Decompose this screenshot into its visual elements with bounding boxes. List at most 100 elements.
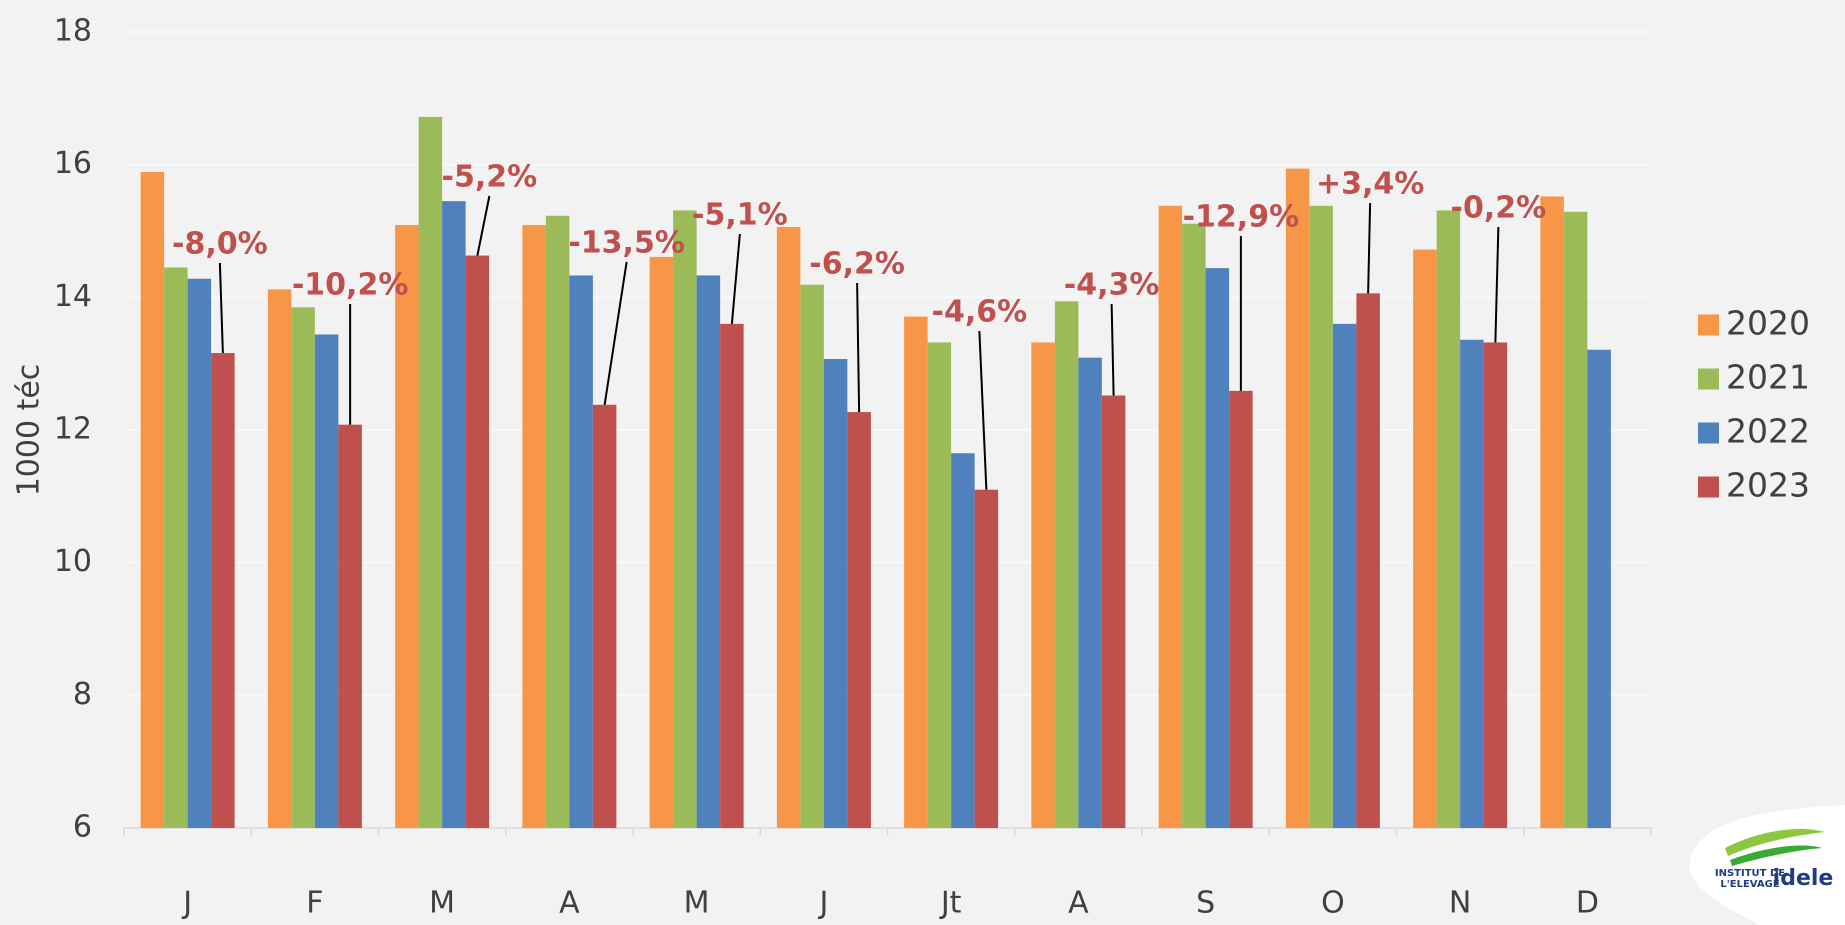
y-tick-label: 10 <box>54 544 92 579</box>
bar <box>569 275 593 828</box>
change-label: -5,1% <box>692 198 788 233</box>
x-tick-label: D <box>1576 886 1599 921</box>
bar <box>904 316 928 828</box>
bar <box>1158 205 1183 828</box>
bar <box>1031 342 1055 828</box>
leader-line <box>856 282 861 413</box>
legend-label: 2021 <box>1726 358 1810 397</box>
change-label: -4,6% <box>932 295 1028 330</box>
bar <box>847 412 871 828</box>
bar <box>1460 339 1484 828</box>
bar <box>1587 349 1611 828</box>
x-tick-label: Jt <box>939 886 962 921</box>
bar <box>1436 210 1461 829</box>
bar <box>1229 390 1253 828</box>
x-tick-label: O <box>1321 886 1345 921</box>
bar <box>545 215 570 828</box>
y-tick-label: 12 <box>54 412 92 447</box>
bar <box>1205 268 1230 828</box>
x-tick-label: J <box>181 886 192 921</box>
bar <box>823 359 848 828</box>
x-tick-label: S <box>1196 886 1215 921</box>
bar <box>1101 395 1126 828</box>
bar <box>522 225 546 828</box>
change-label: -6,2% <box>809 247 905 282</box>
bar <box>1309 205 1333 828</box>
bar <box>1054 301 1079 828</box>
bar <box>211 353 235 828</box>
bar <box>1540 196 1564 829</box>
logo-brand: idele <box>1773 866 1834 891</box>
leader-line <box>1367 202 1372 294</box>
y-tick-label: 16 <box>54 146 92 181</box>
y-tick-label: 8 <box>73 677 92 712</box>
leader-line <box>730 233 741 324</box>
bar <box>1332 323 1357 828</box>
logo-shape <box>1689 805 1845 925</box>
bar <box>140 171 165 829</box>
bar <box>1356 293 1380 828</box>
legend-swatch <box>1698 314 1719 336</box>
y-axis-label: 1000 téc <box>12 364 47 497</box>
bar <box>927 342 952 828</box>
legend-label: 2020 <box>1726 304 1810 343</box>
logo-swoosh <box>1730 845 1822 866</box>
legend-swatch <box>1698 422 1719 444</box>
change-label: +3,4% <box>1316 167 1424 202</box>
bar <box>1182 223 1206 828</box>
logo-swoosh <box>1725 828 1825 856</box>
bar <box>776 227 801 828</box>
legend-label: 2023 <box>1726 466 1810 505</box>
bar <box>1563 211 1588 829</box>
y-tick-label: 14 <box>54 279 92 314</box>
bar <box>291 307 315 828</box>
logo-text: L'ELEVAGE <box>1720 879 1779 890</box>
change-label: -0,2% <box>1451 191 1547 226</box>
leader-line <box>1110 303 1115 396</box>
leader-line <box>1494 226 1500 343</box>
bar <box>338 424 362 828</box>
bar <box>1483 342 1508 828</box>
y-tick-label: 18 <box>54 14 92 49</box>
change-label: -13,5% <box>568 226 685 261</box>
bar <box>164 267 188 828</box>
change-label: -8,0% <box>172 227 268 262</box>
x-tick-label: A <box>1068 886 1089 921</box>
bar <box>1285 168 1310 828</box>
bar <box>696 275 721 828</box>
bar <box>974 489 999 828</box>
bar <box>267 289 292 829</box>
leader-line <box>603 261 628 405</box>
logo: INSTITUT DE L'ELEVAGE idele <box>1689 805 1845 925</box>
change-label: -5,2% <box>442 160 538 195</box>
bar <box>395 225 419 828</box>
bar <box>314 334 339 828</box>
bar <box>187 278 212 828</box>
bar <box>951 453 975 828</box>
bar <box>800 284 824 829</box>
legend-swatch <box>1698 368 1719 390</box>
change-label: -10,2% <box>292 268 409 303</box>
bar <box>673 210 697 829</box>
bar <box>465 255 490 828</box>
bar <box>720 323 744 828</box>
bar <box>1078 357 1102 828</box>
legend-label: 2022 <box>1726 412 1810 451</box>
change-label: -12,9% <box>1183 200 1300 235</box>
logo-text: INSTITUT DE <box>1715 868 1785 879</box>
change-label: -4,3% <box>1064 268 1160 303</box>
legend-swatch <box>1698 476 1719 498</box>
x-tick-label: M <box>684 886 710 921</box>
bar <box>418 116 443 828</box>
y-tick-label: 6 <box>73 810 92 845</box>
leader-line <box>218 262 224 354</box>
bar <box>649 256 674 828</box>
x-tick-label: M <box>429 886 455 921</box>
leader-line <box>476 195 491 256</box>
bar <box>442 201 466 828</box>
x-tick-label: F <box>306 886 323 921</box>
x-tick-label: A <box>559 886 580 921</box>
bar <box>1413 249 1437 828</box>
bar <box>592 404 617 828</box>
